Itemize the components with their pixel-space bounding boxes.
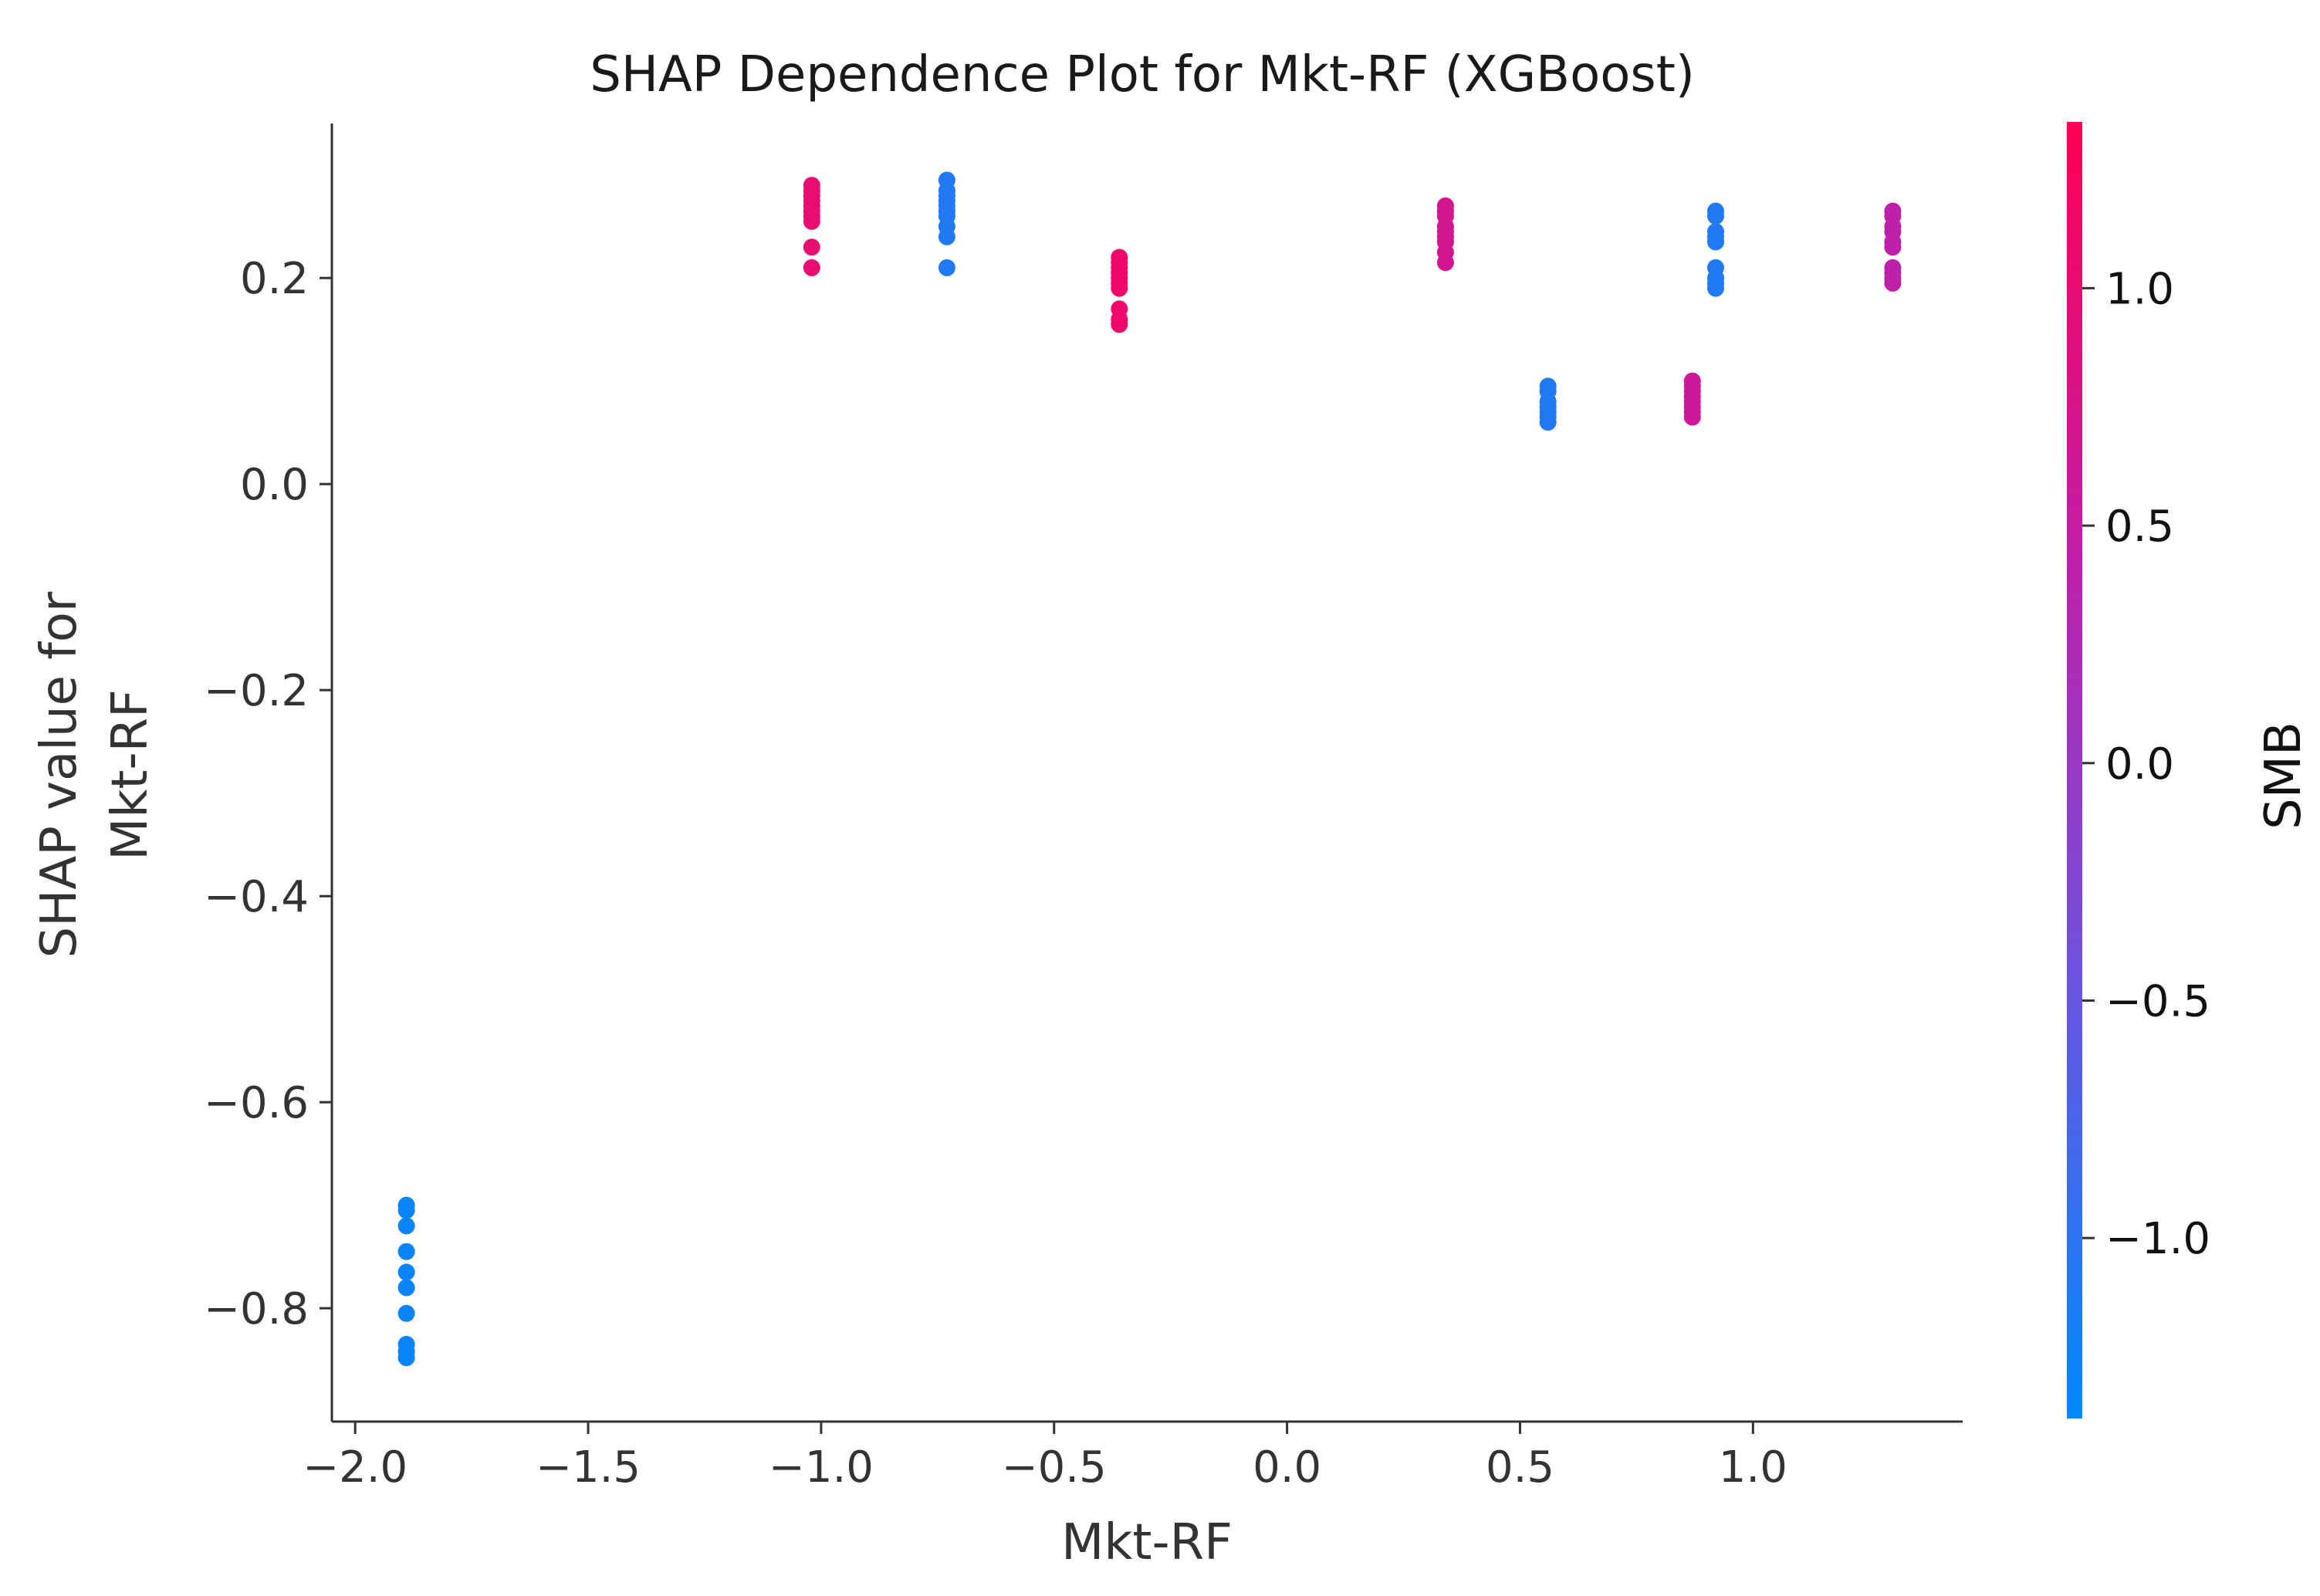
x-tick-label: −0.5 xyxy=(1002,1442,1107,1493)
x-tick-label: 0.0 xyxy=(1253,1442,1321,1493)
x-axis-label: Mkt-RF xyxy=(1061,1514,1233,1571)
colorbar-tick-label: 1.0 xyxy=(2105,264,2174,314)
data-point-1-8 xyxy=(803,238,820,256)
y-tick-label: −0.4 xyxy=(204,872,309,922)
data-point-8-9 xyxy=(1884,274,1902,292)
colorbar-tick-label: 0.5 xyxy=(2105,502,2174,552)
data-point-7-4 xyxy=(1707,233,1724,251)
points-layer xyxy=(397,171,1902,1367)
plot-area: −2.0 −1.5 −1.0 −0.5 0.0 0.5 1.0 0.2 0.0 −0.2 −0.4… xyxy=(204,123,1963,1493)
x-tick-label: 0.5 xyxy=(1486,1442,1554,1493)
x-tick-label: 1.0 xyxy=(1719,1442,1787,1493)
data-point-2-9 xyxy=(938,259,955,276)
data-point-6-7 xyxy=(1683,408,1701,426)
data-point-1-7 xyxy=(803,212,820,230)
data-point-0-4 xyxy=(397,1263,415,1281)
data-point-2-8 xyxy=(938,228,955,245)
data-point-3-9 xyxy=(1111,316,1128,333)
data-point-0-5 xyxy=(397,1279,415,1297)
y-axis-ticks: 0.2 0.0 −0.2 −0.4 −0.6 −0.8 xyxy=(204,254,332,1334)
chart-title: SHAP Dependence Plot for Mkt-RF (XGBoost… xyxy=(590,46,1695,103)
y-tick-label: −0.8 xyxy=(204,1284,309,1334)
x-axis-ticks: −2.0 −1.5 −1.0 −0.5 0.0 0.5 1.0 xyxy=(303,1422,1787,1493)
y-tick-label: 0.0 xyxy=(240,460,309,510)
data-point-0-1 xyxy=(397,1202,415,1219)
data-point-7-8 xyxy=(1707,279,1724,297)
colorbar-tick-label: −1.0 xyxy=(2105,1214,2210,1264)
x-tick-label: −1.5 xyxy=(536,1442,641,1493)
data-point-0-2 xyxy=(397,1217,415,1235)
data-point-3-6 xyxy=(1111,279,1128,297)
data-point-4-8 xyxy=(1436,254,1454,272)
data-point-0-9 xyxy=(397,1349,415,1367)
y-tick-label: −0.6 xyxy=(204,1078,309,1128)
colorbar-tick-label: 0.0 xyxy=(2105,739,2174,790)
colorbar-tick-label: −0.5 xyxy=(2105,976,2210,1026)
data-point-7-1 xyxy=(1707,208,1724,225)
colorbar-bar xyxy=(2067,122,2082,1418)
data-point-0-3 xyxy=(397,1243,415,1260)
data-point-5-6 xyxy=(1539,414,1557,431)
colorbar: 1.0 0.5 0.0 −0.5 −1.0 SMB xyxy=(2067,122,2312,1418)
colorbar-label: SMB xyxy=(2255,722,2312,830)
x-tick-label: −1.0 xyxy=(769,1442,874,1493)
data-point-0-6 xyxy=(397,1304,415,1322)
y-tick-label: 0.2 xyxy=(240,254,309,304)
y-axis-label-line-2: Mkt-RF xyxy=(102,689,159,861)
y-axis-label-line-1: SHAP value for xyxy=(31,591,88,958)
x-tick-label: −2.0 xyxy=(303,1442,408,1493)
y-tick-label: −0.2 xyxy=(204,666,309,716)
colorbar-ticks: 1.0 0.5 0.0 −0.5 −1.0 xyxy=(2082,264,2210,1264)
data-point-8-5 xyxy=(1884,238,1902,256)
data-point-1-9 xyxy=(803,259,820,276)
